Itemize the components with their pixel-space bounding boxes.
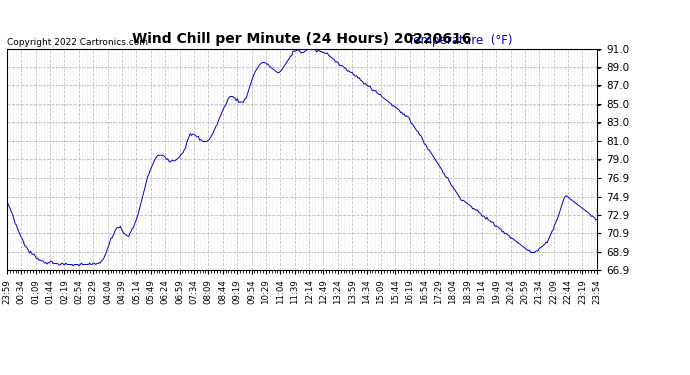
Text: Temperature  (°F): Temperature (°F) [408, 33, 513, 46]
Title: Wind Chill per Minute (24 Hours) 20220616: Wind Chill per Minute (24 Hours) 2022061… [132, 32, 471, 46]
Text: Copyright 2022 Cartronics.com: Copyright 2022 Cartronics.com [7, 38, 148, 46]
